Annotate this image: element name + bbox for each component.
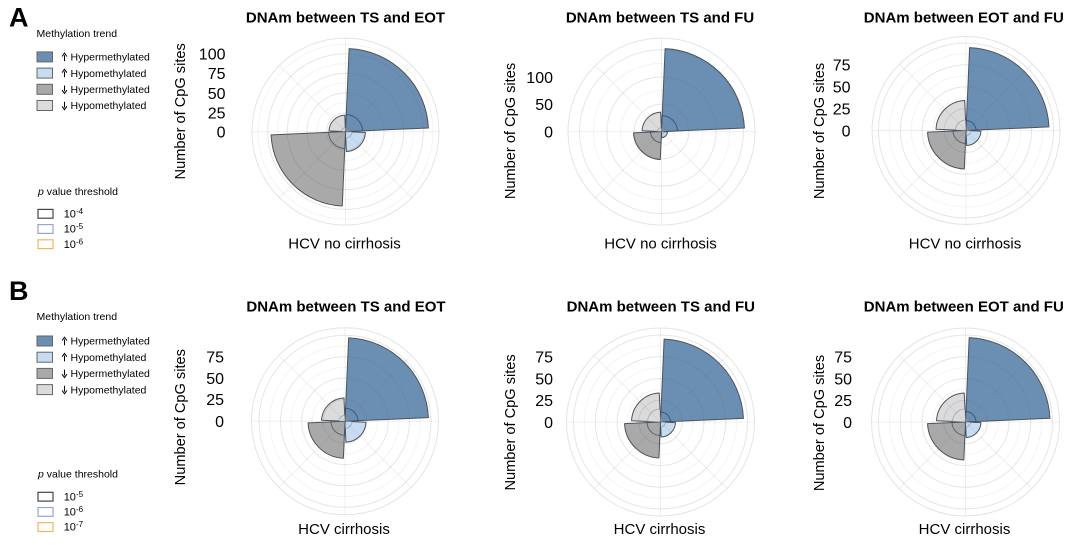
svg-text:0: 0	[544, 415, 553, 432]
svg-text:DNAm between TS and FU: DNAm between TS and FU	[566, 10, 754, 27]
svg-text:p value threshold: p value threshold	[37, 186, 118, 198]
svg-text:A: A	[9, 3, 29, 33]
svg-text:HCV cirrhosis: HCV cirrhosis	[298, 521, 390, 538]
svg-text:25: 25	[833, 101, 851, 118]
svg-text:Methylation trend: Methylation trend	[37, 311, 118, 323]
svg-text:DNAm between TS and EOT: DNAm between TS and EOT	[246, 299, 445, 316]
svg-text:0: 0	[842, 123, 851, 140]
svg-text:0: 0	[843, 415, 852, 432]
svg-text:Methylation trend: Methylation trend	[37, 28, 118, 40]
svg-text:Hypermethylated: Hypermethylated	[71, 84, 151, 96]
svg-text:p value threshold: p value threshold	[37, 469, 118, 481]
svg-text:25: 25	[535, 393, 553, 410]
svg-text:Number of CpG sites: Number of CpG sites	[503, 354, 519, 490]
svg-text:0: 0	[217, 124, 226, 141]
svg-text:DNAm between EOT and FU: DNAm between EOT and FU	[864, 10, 1064, 27]
svg-text:Hypomethylated: Hypomethylated	[71, 384, 147, 396]
svg-text:HCV cirrhosis: HCV cirrhosis	[614, 521, 706, 538]
svg-text:50: 50	[833, 80, 851, 97]
svg-text:Hypomethylated: Hypomethylated	[71, 68, 147, 80]
svg-text:75: 75	[208, 66, 226, 83]
svg-text:50: 50	[834, 371, 852, 388]
svg-text:75: 75	[833, 58, 851, 75]
svg-text:Number of CpG sites: Number of CpG sites	[812, 63, 828, 199]
svg-text:0: 0	[215, 414, 224, 431]
svg-text:Number of CpG sites: Number of CpG sites	[173, 349, 189, 485]
svg-text:HCV no cirrhosis: HCV no cirrhosis	[604, 236, 717, 253]
svg-text:100: 100	[199, 47, 226, 64]
svg-text:25: 25	[206, 392, 224, 409]
svg-text:50: 50	[535, 371, 553, 388]
svg-text:Hypermethylated: Hypermethylated	[71, 368, 151, 380]
svg-text:25: 25	[208, 106, 226, 123]
svg-text:Hypermethylated: Hypermethylated	[71, 52, 151, 64]
svg-text:HCV no cirrhosis: HCV no cirrhosis	[288, 236, 401, 253]
svg-text:100: 100	[526, 70, 553, 87]
svg-text:0: 0	[544, 124, 553, 141]
svg-text:HCV cirrhosis: HCV cirrhosis	[919, 521, 1011, 538]
svg-text:75: 75	[834, 350, 852, 367]
svg-text:Hypermethylated: Hypermethylated	[71, 336, 151, 348]
svg-text:DNAm between TS and EOT: DNAm between TS and EOT	[246, 10, 445, 27]
svg-text:50: 50	[206, 371, 224, 388]
svg-text:Hypomethylated: Hypomethylated	[71, 352, 147, 364]
svg-text:50: 50	[535, 97, 553, 114]
svg-text:75: 75	[535, 350, 553, 367]
svg-text:50: 50	[208, 86, 226, 103]
svg-text:Number of CpG sites: Number of CpG sites	[812, 355, 828, 491]
svg-text:Number of CpG sites: Number of CpG sites	[173, 43, 189, 179]
svg-text:B: B	[9, 276, 29, 306]
svg-text:25: 25	[834, 393, 852, 410]
svg-text:Hypomethylated: Hypomethylated	[71, 100, 147, 112]
svg-text:DNAm between TS and FU: DNAm between TS and FU	[567, 299, 755, 316]
svg-text:DNAm between EOT and FU: DNAm between EOT and FU	[864, 299, 1064, 316]
svg-text:Number of CpG sites: Number of CpG sites	[503, 63, 519, 199]
svg-text:75: 75	[206, 350, 224, 367]
svg-text:HCV no cirrhosis: HCV no cirrhosis	[909, 236, 1022, 253]
